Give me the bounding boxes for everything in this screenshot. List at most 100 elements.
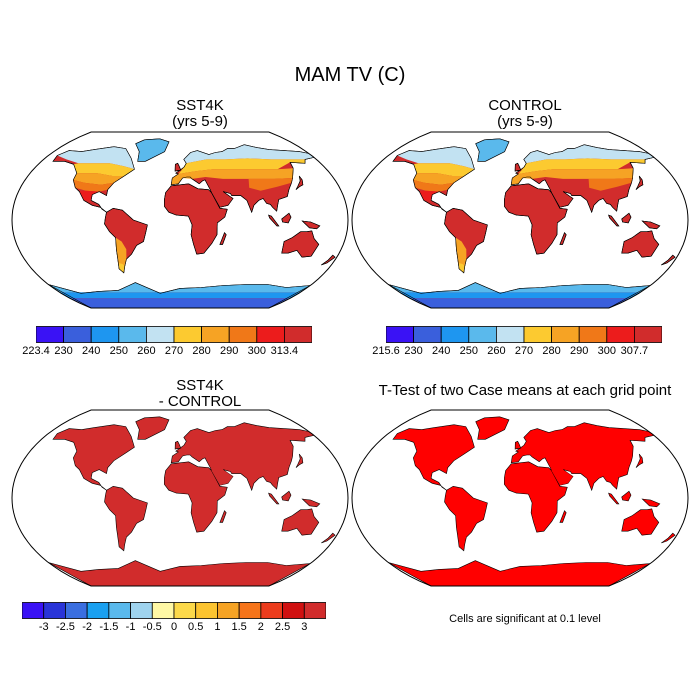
- temperature-patch: [409, 298, 631, 308]
- colorbar-tick-label: 240: [82, 345, 101, 357]
- panel-title-text: CONTROL: [488, 97, 562, 114]
- coastline-madagascar: [219, 232, 227, 245]
- landmass-antarctica: [388, 560, 651, 586]
- map-difference: [11, 409, 349, 587]
- landmass-madagascar: [219, 510, 227, 523]
- map-border: [11, 131, 349, 309]
- panel-title-text: SST4K: [176, 97, 224, 114]
- coastline-newGuinea: [301, 220, 321, 230]
- colorbar-tick-label: 1: [214, 621, 221, 633]
- panel-title-ttest: T-Test of two Case means at each grid po…: [350, 383, 700, 399]
- landmass-arabiaFill: [211, 466, 233, 486]
- colorbar-tick-label: 290: [220, 345, 239, 357]
- map-border: [11, 409, 349, 587]
- colorbar-tick-label: 307.7: [620, 345, 649, 357]
- colorbar-control-labels: 215.6 230 240 250 260 270 280 290 300 307.7: [372, 345, 662, 359]
- temperature-patch: [183, 144, 314, 164]
- coastline-australia: [621, 230, 660, 258]
- landmass-borneo: [621, 490, 632, 502]
- colorbar-tick-label: 290: [570, 345, 589, 357]
- colorbar-swatch: [108, 602, 131, 619]
- coastline-uk: [174, 162, 182, 172]
- temperature-patch: [458, 263, 465, 273]
- panel-subtitle-text: (yrs 5-9): [497, 113, 553, 130]
- temperature-patch: [135, 138, 169, 162]
- temperature-patch: [419, 190, 440, 201]
- landmass-japan: [295, 453, 304, 468]
- landmass-arabiaFill: [211, 188, 233, 208]
- coastline-greenland: [475, 138, 510, 162]
- colorbar-swatch: [578, 326, 608, 343]
- map-sst4k: [11, 131, 349, 309]
- landmass-australia: [281, 508, 320, 536]
- coastline-greenland: [135, 138, 170, 162]
- colorbar-swatch: [440, 326, 470, 343]
- panel-subtitle-text: (yrs 5-9): [172, 113, 228, 130]
- landmass-greenland: [475, 416, 510, 440]
- coastline-australia: [281, 230, 320, 258]
- colorbar-tick-label: 1.5: [231, 621, 247, 633]
- temperature-patch: [413, 173, 465, 185]
- temperature-patch: [511, 168, 634, 185]
- coastline-newZealand: [661, 254, 676, 266]
- temperature-patch: [59, 292, 301, 299]
- colorbar-tick-label: 0: [170, 621, 178, 633]
- colorbar-swatch: [228, 326, 258, 343]
- colorbar-tick-label: 3: [301, 621, 308, 633]
- colorbar-control-swatches: [386, 326, 662, 343]
- coastline-sumatra: [268, 214, 280, 227]
- colorbar-tick-label: 0.5: [188, 621, 204, 633]
- landmass-northAmerica: [52, 424, 135, 491]
- colorbar-swatch: [468, 326, 497, 343]
- colorbar-swatch: [146, 326, 175, 343]
- colorbar-tick-label: -2.5: [55, 621, 75, 633]
- landmass-arabiaFill: [551, 188, 573, 208]
- landmass-northAmerica: [392, 424, 475, 491]
- panel-subtitle-text: - CONTROL: [158, 393, 242, 410]
- landmass-southAmerica: [104, 485, 148, 552]
- colorbar-swatch: [43, 602, 66, 619]
- colorbar-tick-label: 2.5: [274, 621, 291, 633]
- coastline-newGuinea: [641, 220, 661, 230]
- landmass-japan: [635, 453, 644, 468]
- colorbar-swatch: [551, 326, 580, 343]
- colorbar-swatch: [118, 326, 147, 343]
- colorbar-swatch: [260, 602, 283, 619]
- colorbar-tick-label: 313.4: [270, 345, 299, 357]
- temperature-patch: [178, 158, 305, 174]
- coastline-antarctica: [48, 282, 311, 308]
- coastline-eurasia: [170, 144, 315, 214]
- temperature-patch: [69, 298, 291, 308]
- colorbar-swatch: [606, 326, 635, 343]
- map-border: [351, 131, 689, 309]
- colorbar-tick-label: 230: [404, 345, 423, 357]
- temperature-patch: [588, 178, 633, 191]
- landmass-australia: [621, 508, 660, 536]
- colorbar-swatch: [238, 602, 262, 619]
- landmass-sumatra: [268, 492, 280, 505]
- significance-note: Cells are significant at 0.1 level: [449, 613, 601, 625]
- landmass-sumatra: [608, 492, 620, 505]
- landmass-southAmerica: [444, 485, 488, 552]
- colorbar-swatch: [173, 326, 203, 343]
- temperature-patch: [399, 292, 641, 299]
- colorbar-swatch: [151, 602, 175, 619]
- landmass-africa: [163, 461, 228, 533]
- panel-title-difference: SST4K - CONTROL: [50, 378, 350, 410]
- colorbar-swatch: [283, 326, 312, 343]
- coastline-japan: [635, 175, 644, 190]
- map-control: [351, 131, 689, 309]
- temperature-patch: [523, 144, 654, 164]
- landmass-uk: [514, 440, 522, 450]
- temperature-patch: [115, 237, 127, 273]
- landmass-newZealand: [321, 532, 336, 544]
- temperature-patch: [518, 158, 645, 174]
- colorbar-sst4k-swatches: [36, 326, 312, 343]
- colorbar-difference-labels: -3 -2.5 -2 -1.5 -1 -0.5 0 0.5 1 1.5 2 2.5 3: [22, 621, 326, 635]
- landmass-newGuinea: [641, 498, 661, 508]
- landmass-uk: [174, 440, 182, 450]
- coastline-antarctica: [388, 282, 651, 308]
- coastline-northAmerica: [392, 146, 475, 213]
- colorbar-swatch: [217, 602, 240, 619]
- landmass-southAmerica: [104, 207, 148, 274]
